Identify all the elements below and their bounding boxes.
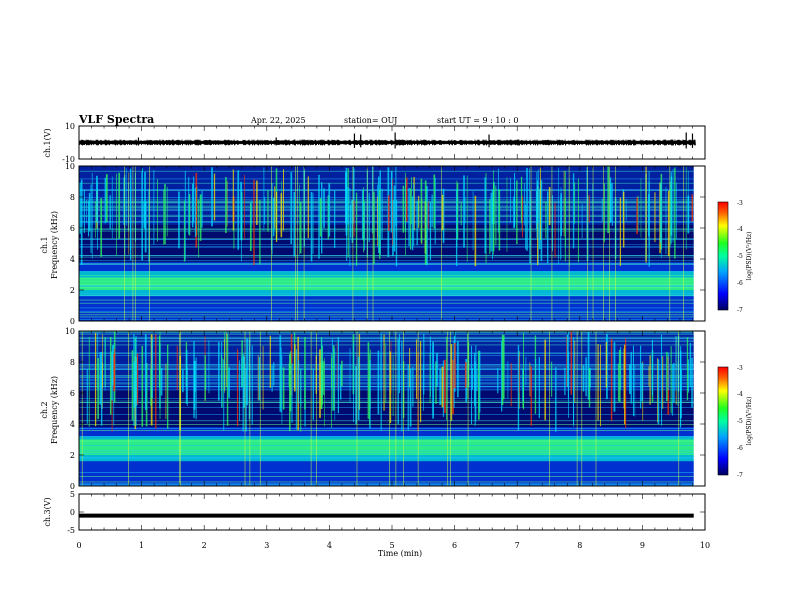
- ch1-waveform-ytick-label: 10: [65, 122, 75, 131]
- ch2-spectrogram-no-data-strip: [693, 331, 705, 486]
- ch1-voltage-ylabel: ch.1(V): [43, 128, 52, 157]
- time-xtick-label: 9: [640, 541, 645, 550]
- time-xtick-label: 10: [700, 541, 710, 550]
- ch1-waveform-trace: [78, 139, 696, 146]
- ch1-cb-tick-m6: -6: [737, 280, 743, 287]
- ch2-spectrogram-band-green: [79, 439, 705, 455]
- ch1-colorbar-gradient: [717, 201, 729, 311]
- time-axis: 0 1 2 3 4 5 6 7 8 9 10: [76, 541, 710, 550]
- ch1-spectrogram-band-green: [79, 277, 705, 290]
- ch2-spectrogram-panel: 0 2 4 6 8 10: [65, 327, 706, 491]
- ch2-spectrogram-ytick-label: 6: [70, 389, 75, 398]
- ch3-waveform-ytick-label: 5: [70, 490, 75, 499]
- time-xtick-label: 4: [327, 541, 332, 550]
- ch1-cb-tick-m5: -5: [737, 253, 743, 260]
- ch2-colorbar-gradient: [717, 366, 729, 476]
- ch2-colorbar: -3 -4 -5 -6 -7 log(PSD)(V²/Hz): [717, 365, 753, 479]
- ch2-cb-tick-m7: -7: [737, 472, 743, 479]
- time-xtick-label: 5: [389, 541, 394, 550]
- ch1-waveform-ytick-label: -10: [62, 155, 75, 164]
- ch1-spectrogram-ytick-label: 10: [65, 162, 75, 171]
- ch1-cb-tick-m4: -4: [737, 226, 743, 233]
- ch3-waveform-ytick-label: 0: [70, 508, 75, 517]
- ch2-cb-tick-m3: -3: [737, 365, 743, 372]
- ch2-cb-tick-m4: -4: [737, 391, 743, 398]
- ch1-spectrogram-panel: 0 2 4 6 8 10: [65, 162, 706, 326]
- time-xtick-label: 2: [202, 541, 207, 550]
- ch3-voltage-ylabel: ch.3(V): [43, 497, 52, 526]
- ch1-spectrogram-ytick-label: 2: [70, 286, 75, 295]
- header-station: station= OUJ: [344, 116, 397, 125]
- ch3-waveform-ytick-label: -5: [67, 526, 75, 535]
- ch1-spectrogram-ytick-label: 0: [70, 317, 75, 326]
- ch2-colorbar-label: log(PSD)(V²/Hz): [746, 397, 753, 446]
- ch2-spectrogram-ytick-label: 2: [70, 451, 75, 460]
- ch1-spectrogram-no-data-strip: [693, 166, 705, 321]
- ch1-spectrogram-ylabel: ch.1: [40, 236, 49, 253]
- time-xtick-label: 7: [515, 541, 520, 550]
- time-xtick-label: 3: [264, 541, 269, 550]
- ch1-spectrogram-ytick-label: 4: [70, 255, 75, 264]
- ch1-colorbar: -3 -4 -5 -6 -7 log(PSD)(V²/Hz): [717, 200, 753, 314]
- ch3-waveform-frame: [78, 493, 706, 531]
- ch1-cb-tick-m7: -7: [737, 307, 743, 314]
- ch2-spectrogram-ytick-label: 4: [70, 420, 75, 429]
- time-xtick-label: 8: [577, 541, 582, 550]
- header-date: Apr. 22, 2025: [250, 116, 306, 125]
- ch1-colorbar-label: log(PSD)(V²/Hz): [746, 232, 753, 281]
- ch2-cb-tick-m6: -6: [737, 445, 743, 452]
- ch1-spectrogram-ytick-label: 6: [70, 224, 75, 233]
- ch2-frequency-ylabel: Frequency (kHz): [50, 376, 59, 444]
- time-xtick-label: 0: [76, 541, 81, 550]
- ch3-waveform-panel: 5 0 -5: [67, 490, 706, 535]
- time-xtick-label: 6: [452, 541, 457, 550]
- ch2-spectrogram-ytick-label: 0: [70, 482, 75, 491]
- ch2-spectrogram-ytick-label: 10: [65, 327, 75, 336]
- ch1-waveform-panel: 10 -10: [62, 122, 706, 164]
- header-start-time: start UT = 9 : 10 : 0: [437, 116, 518, 125]
- time-xtick-label: 1: [139, 541, 144, 550]
- time-xlabel: Time (min): [378, 549, 422, 558]
- ch1-cb-tick-m3: -3: [737, 200, 743, 207]
- ch2-cb-tick-m5: -5: [737, 418, 743, 425]
- ch2-spectrogram-ytick-label: 8: [70, 358, 75, 367]
- ch1-spectrogram-ytick-label: 8: [70, 193, 75, 202]
- ch1-frequency-ylabel: Frequency (kHz): [50, 211, 59, 279]
- figure-title: VLF Spectra: [78, 113, 154, 126]
- ch2-spectrogram-ylabel: ch.2: [40, 401, 49, 418]
